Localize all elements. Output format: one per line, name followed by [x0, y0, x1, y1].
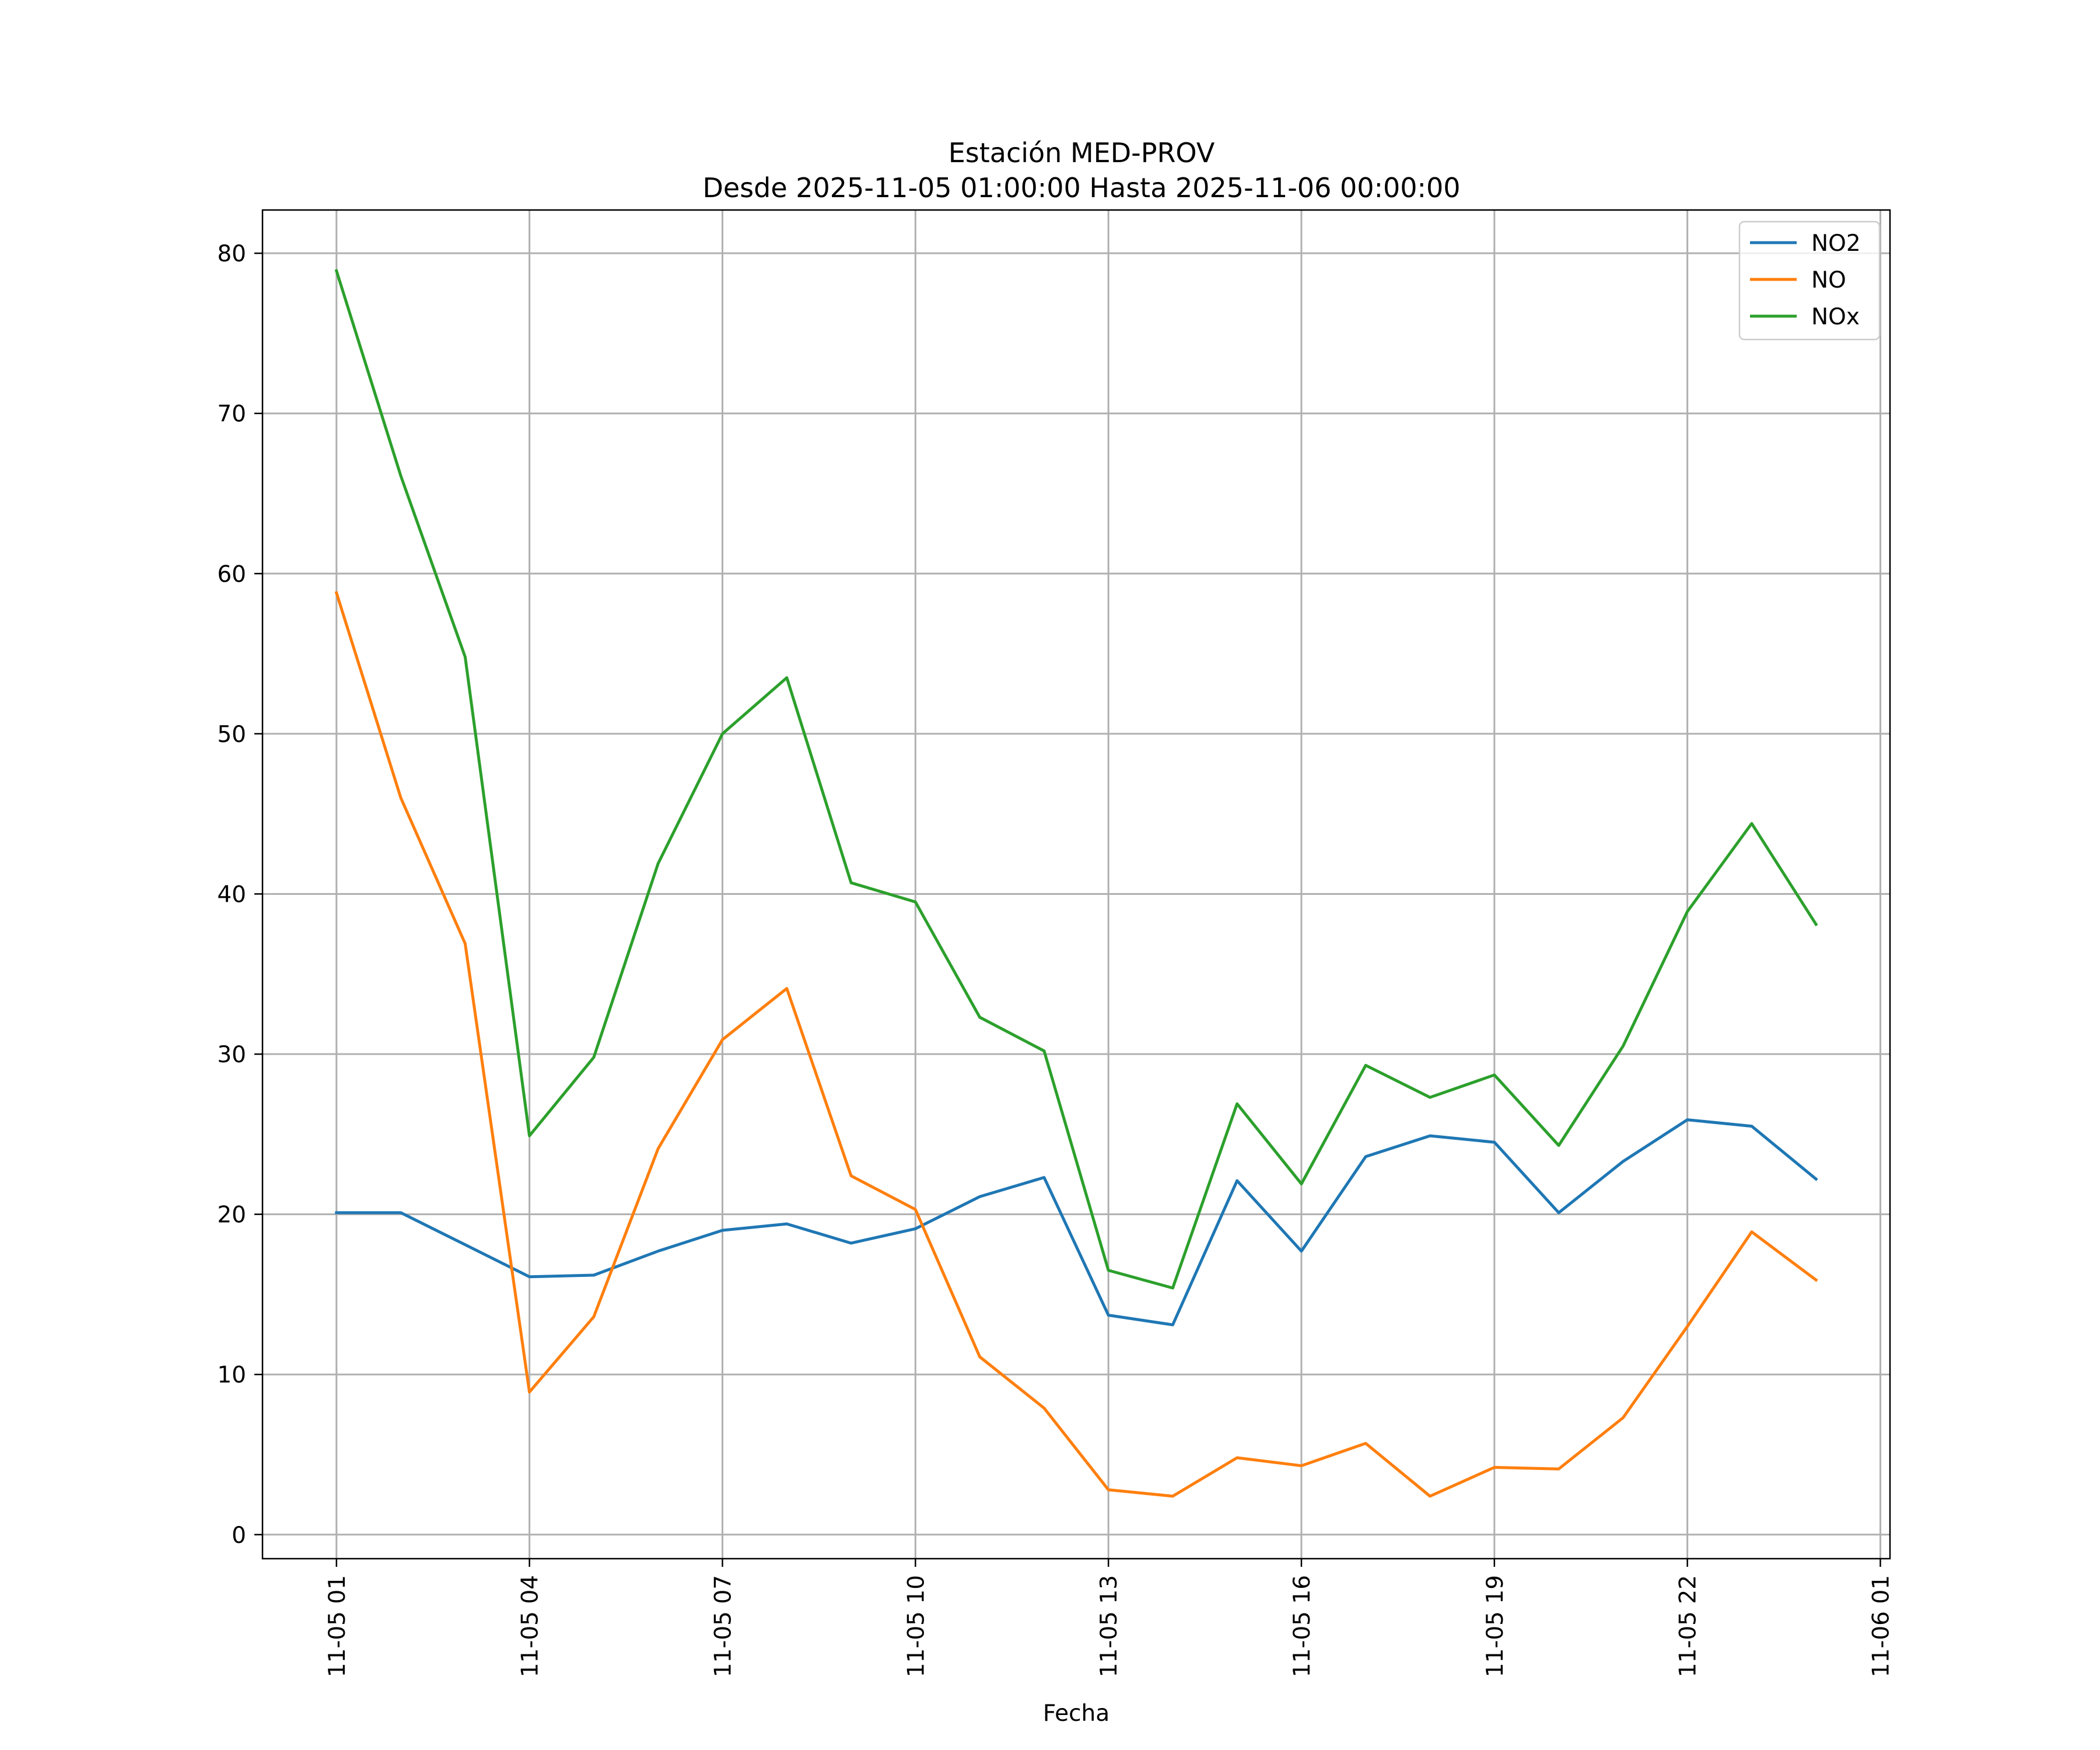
legend-box — [1738, 220, 1881, 341]
legend-label-no: NO — [1811, 267, 1846, 293]
y-gridlines — [262, 252, 1890, 1536]
plot-frame — [261, 209, 1891, 1560]
x-tick-label: 11-05 10 — [903, 1575, 929, 1677]
y-tick-label: 0 — [232, 1522, 246, 1549]
series-lines — [334, 269, 1818, 1498]
x-tick-label: 11-05 04 — [517, 1575, 544, 1677]
x-tick-label: 11-05 19 — [1482, 1575, 1508, 1677]
y-tick-label: 30 — [217, 1042, 246, 1068]
y-tick-label: 40 — [217, 881, 246, 908]
legend-label-nox: NOx — [1811, 304, 1860, 330]
x-axis-label: Fecha — [1043, 1700, 1110, 1727]
x-tick-label: 11-05 22 — [1675, 1575, 1702, 1677]
series-line-no — [334, 591, 1818, 1498]
x-tick-label: 11-05 16 — [1289, 1575, 1315, 1677]
chart-subtitle: Desde 2025-11-05 01:00:00 Hasta 2025-11-… — [702, 172, 1460, 204]
y-tick-label: 60 — [217, 561, 246, 587]
x-tick-label: 11-05 07 — [710, 1575, 736, 1677]
y-tick-label: 70 — [217, 401, 246, 428]
series-line-nox — [334, 269, 1818, 1290]
y-tick-label: 50 — [217, 722, 246, 748]
y-axis-ticks: 0 10 20 30 40 50 60 70 80 — [217, 241, 262, 1549]
x-gridlines — [335, 210, 1881, 1559]
x-axis-ticks: 11-05 01 11-05 04 11-05 07 11-05 10 11-05 13… — [324, 1559, 1894, 1677]
y-tick-label: 80 — [217, 241, 246, 267]
series-line-no2 — [335, 1118, 1818, 1326]
chart-title: Estación MED-PROV — [949, 137, 1215, 169]
y-tick-label: 20 — [217, 1202, 246, 1228]
legend: NO2 NO NOx — [1738, 220, 1881, 341]
x-tick-label: 11-06 01 — [1868, 1575, 1894, 1677]
legend-label-no2: NO2 — [1811, 230, 1861, 257]
x-tick-label: 11-05 13 — [1096, 1575, 1122, 1677]
x-tick-label: 11-05 01 — [324, 1575, 351, 1677]
y-tick-label: 10 — [217, 1362, 246, 1388]
